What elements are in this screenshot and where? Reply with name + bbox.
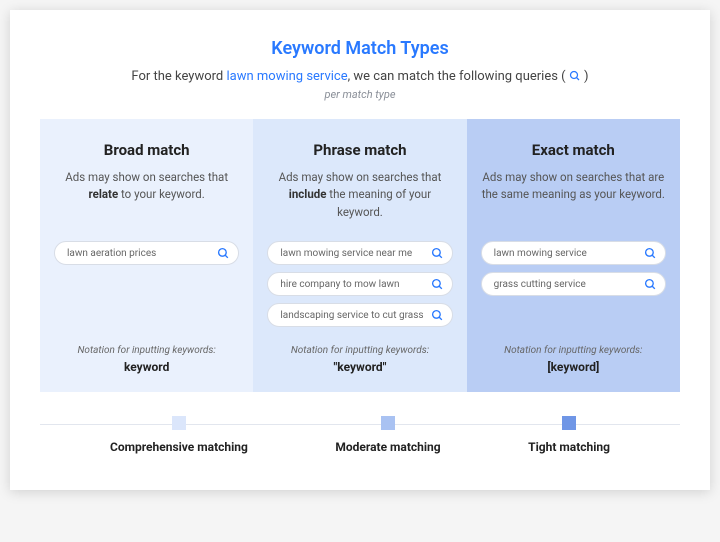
desc-pre: Ads may show on searches that are the sa… <box>482 170 665 201</box>
notation-label: Notation for inputting keywords: <box>481 345 666 356</box>
example-query-pill: lawn mowing service <box>481 241 666 265</box>
example-query-pill: landscaping service to cut grass <box>267 303 452 327</box>
desc-post: the meaning of your keyword. <box>326 187 431 218</box>
example-query-pill: hire company to mow lawn <box>267 272 452 296</box>
column-broad-match: Broad match Ads may show on searches tha… <box>40 119 253 392</box>
column-title: Phrase match <box>267 141 452 159</box>
notation-value: [keyword] <box>481 360 666 374</box>
search-icon <box>431 247 444 260</box>
subtitle-end: ) <box>581 69 589 84</box>
search-icon <box>431 278 444 291</box>
timeline-marker <box>562 416 576 430</box>
timeline-points: Comprehensive matching Moderate matching… <box>40 416 680 454</box>
notation-value: "keyword" <box>267 360 452 374</box>
example-pills: lawn aeration prices <box>54 241 239 265</box>
desc-pre: Ads may show on searches that <box>279 170 442 184</box>
example-pills: lawn mowing service near me hire company… <box>267 241 452 327</box>
pill-text: hire company to mow lawn <box>280 279 399 290</box>
subtitle-pre: For the keyword <box>131 69 226 84</box>
notation-value: keyword <box>54 360 239 374</box>
column-description: Ads may show on searches that are the sa… <box>481 169 666 223</box>
infographic-card: Keyword Match Types For the keyword lawn… <box>10 10 710 490</box>
subtitle-post: , we can match the following queries ( <box>348 69 569 84</box>
search-icon <box>569 70 581 82</box>
desc-pre: Ads may show on searches that <box>65 170 228 184</box>
timeline-label: Comprehensive matching <box>110 440 248 454</box>
example-query-pill: lawn aeration prices <box>54 241 239 265</box>
page-title: Keyword Match Types <box>40 38 680 59</box>
subtitle: For the keyword lawn mowing service, we … <box>40 69 680 84</box>
column-description: Ads may show on searches that relate to … <box>54 169 239 223</box>
timeline-marker <box>381 416 395 430</box>
timeline-label: Moderate matching <box>335 440 440 454</box>
column-title: Broad match <box>54 141 239 159</box>
search-icon <box>644 278 657 291</box>
pill-text: lawn mowing service <box>494 248 587 259</box>
desc-bold: include <box>289 187 327 201</box>
notation-label: Notation for inputting keywords: <box>54 345 239 356</box>
desc-post: to your keyword. <box>118 187 205 201</box>
search-icon <box>431 309 444 322</box>
column-description: Ads may show on searches that include th… <box>267 169 452 223</box>
pill-text: grass cutting service <box>494 279 586 290</box>
timeline-marker <box>172 416 186 430</box>
example-pills: lawn mowing service grass cutting servic… <box>481 241 666 296</box>
desc-bold: relate <box>89 187 119 201</box>
match-columns: Broad match Ads may show on searches tha… <box>40 119 680 392</box>
example-query-pill: grass cutting service <box>481 272 666 296</box>
search-icon <box>217 247 230 260</box>
timeline-point: Moderate matching <box>335 416 440 454</box>
subtitle-keyword: lawn mowing service <box>226 69 347 84</box>
timeline-label: Tight matching <box>528 440 610 454</box>
column-title: Exact match <box>481 141 666 159</box>
search-icon <box>644 247 657 260</box>
example-query-pill: lawn mowing service near me <box>267 241 452 265</box>
per-match-type-label: per match type <box>40 88 680 101</box>
timeline-point: Comprehensive matching <box>110 416 248 454</box>
notation-label: Notation for inputting keywords: <box>267 345 452 356</box>
column-exact-match: Exact match Ads may show on searches tha… <box>467 119 680 392</box>
timeline-point: Tight matching <box>528 416 610 454</box>
pill-text: lawn mowing service near me <box>280 248 412 259</box>
column-phrase-match: Phrase match Ads may show on searches th… <box>253 119 466 392</box>
matching-spectrum-timeline: Comprehensive matching Moderate matching… <box>40 416 680 466</box>
pill-text: landscaping service to cut grass <box>280 310 423 321</box>
pill-text: lawn aeration prices <box>67 248 156 259</box>
